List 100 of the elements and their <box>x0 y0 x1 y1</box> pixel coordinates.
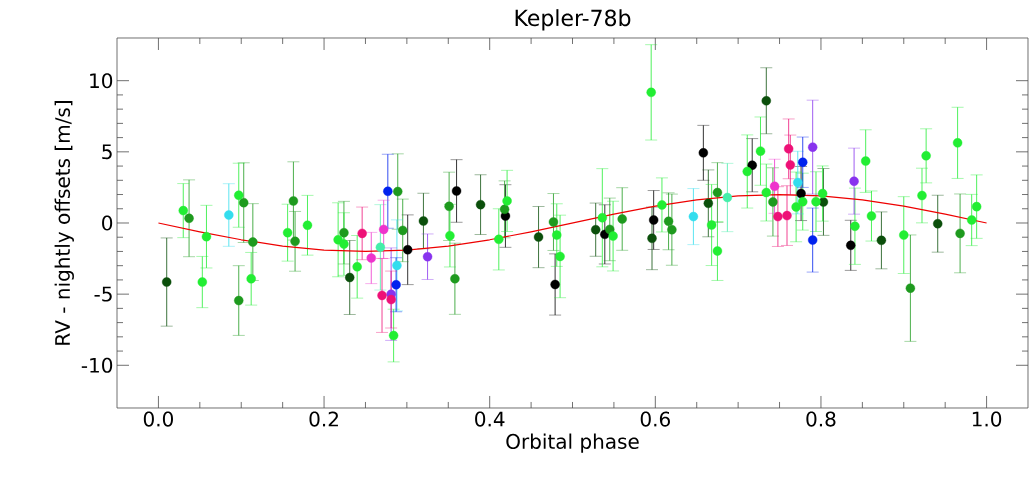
point <box>793 177 803 188</box>
chart-title: Kepler-78b <box>515 9 631 31</box>
point <box>849 176 859 186</box>
point <box>383 186 393 196</box>
point <box>712 187 723 198</box>
point <box>239 197 249 208</box>
point <box>392 260 402 271</box>
y-tick-label: 5 <box>102 144 112 160</box>
point <box>722 192 733 203</box>
point <box>917 190 927 201</box>
y-axis-title: RV - nightly offsets [m/s] <box>54 101 74 345</box>
point <box>246 274 256 284</box>
x-tick-label: 0.8 <box>806 411 836 427</box>
y-tick-label: -5 <box>94 286 112 302</box>
point <box>388 330 399 341</box>
point <box>377 290 387 301</box>
point <box>178 205 188 216</box>
point <box>712 246 723 256</box>
point <box>798 196 808 207</box>
x-tick-label: 0.6 <box>640 411 670 427</box>
point <box>352 262 362 272</box>
point <box>755 146 766 156</box>
point <box>391 280 401 290</box>
point <box>648 215 659 225</box>
point <box>785 160 796 170</box>
point <box>761 96 771 106</box>
point <box>502 196 512 206</box>
point <box>339 239 349 249</box>
point <box>197 277 208 287</box>
point <box>807 142 818 152</box>
point <box>288 196 299 206</box>
point <box>378 224 389 235</box>
point <box>850 221 860 231</box>
point <box>591 224 601 235</box>
point <box>955 228 965 239</box>
point <box>798 157 808 167</box>
point <box>807 235 818 245</box>
point <box>971 201 982 212</box>
point <box>905 283 916 293</box>
point <box>393 186 403 197</box>
x-tick-label: 0.4 <box>475 411 505 427</box>
point <box>761 187 771 198</box>
point <box>555 251 565 262</box>
point <box>248 237 258 247</box>
point <box>499 204 510 215</box>
point <box>782 210 792 221</box>
point <box>290 236 300 247</box>
point <box>773 211 783 222</box>
point <box>450 274 460 284</box>
point <box>608 231 618 241</box>
point <box>747 160 757 170</box>
point <box>663 216 674 226</box>
point <box>791 202 801 212</box>
point <box>817 188 828 199</box>
point <box>966 215 977 225</box>
point <box>339 227 349 238</box>
point <box>234 295 244 306</box>
y-tick-label: 0 <box>102 215 113 231</box>
point <box>494 234 504 245</box>
point <box>706 220 717 230</box>
point <box>234 190 244 200</box>
point <box>866 211 877 221</box>
point <box>933 219 943 229</box>
point <box>783 144 794 154</box>
point <box>550 279 560 290</box>
y-tick-label: 10 <box>90 73 113 89</box>
point <box>796 188 806 199</box>
point <box>475 199 486 210</box>
point <box>617 214 627 224</box>
point <box>646 87 656 98</box>
point <box>345 272 355 283</box>
point <box>357 228 367 239</box>
point <box>811 196 821 207</box>
x-tick-label: 0.2 <box>309 411 338 427</box>
point <box>451 186 462 196</box>
point <box>184 213 194 223</box>
point <box>647 233 657 244</box>
point <box>375 242 386 253</box>
point <box>667 224 677 235</box>
point <box>418 216 429 226</box>
point <box>876 235 887 246</box>
point <box>366 253 376 263</box>
point <box>282 227 293 238</box>
point <box>899 230 909 240</box>
point <box>162 277 172 287</box>
point <box>386 294 396 305</box>
point <box>769 181 780 191</box>
point <box>548 217 559 227</box>
point <box>597 213 608 223</box>
point <box>768 197 778 207</box>
point <box>921 151 931 161</box>
point <box>952 138 963 148</box>
point <box>445 230 455 241</box>
point <box>846 240 856 251</box>
point <box>422 252 433 262</box>
point <box>860 156 871 166</box>
point <box>224 210 234 220</box>
point <box>444 201 454 212</box>
point <box>398 225 408 236</box>
x-axis-title: Orbital phase <box>506 433 639 453</box>
